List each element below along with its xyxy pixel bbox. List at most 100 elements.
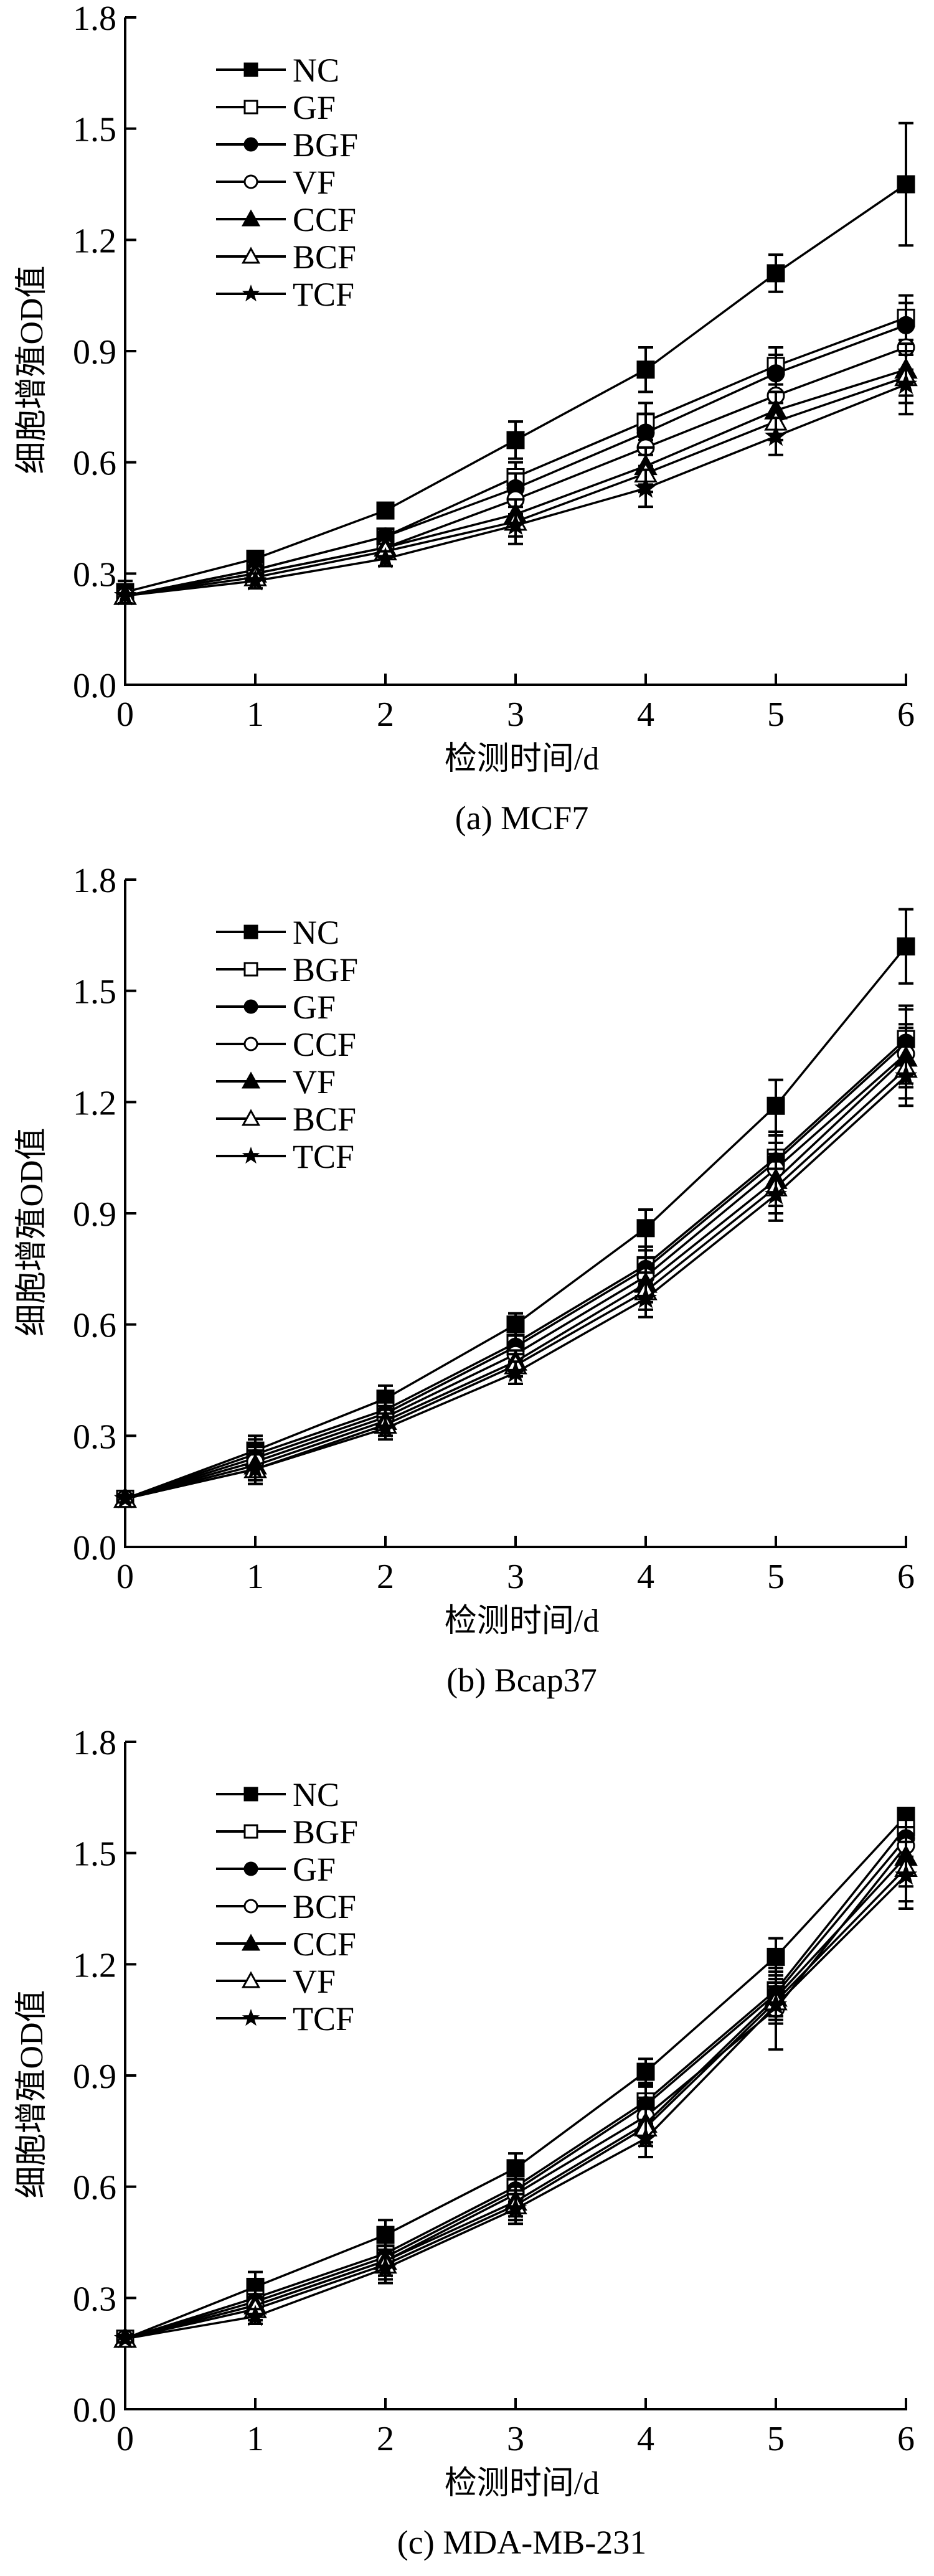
legend-marker-triangle-filled bbox=[241, 1071, 261, 1089]
legend-marker-square-filled bbox=[243, 62, 258, 77]
x-axis-title: 检测时间/d bbox=[445, 741, 599, 777]
legend-label: BGF bbox=[293, 951, 358, 989]
legend-item: TCF bbox=[216, 1138, 354, 1175]
x-tick-label: 5 bbox=[767, 695, 785, 734]
legend-marker-star-filled bbox=[242, 1147, 260, 1164]
legend-marker-square-open bbox=[243, 962, 258, 977]
y-tick-label: 1.8 bbox=[73, 0, 116, 38]
series-line bbox=[125, 1837, 907, 2340]
legend-item: NC bbox=[216, 914, 339, 951]
legend-item: CCF bbox=[216, 1925, 356, 1963]
legend-label: BGF bbox=[293, 126, 358, 164]
y-tick-label: 0.6 bbox=[73, 2169, 116, 2207]
legend-marker-circle-open bbox=[243, 1899, 258, 1914]
data-point bbox=[764, 1183, 788, 1205]
series-bgf bbox=[116, 1815, 915, 2348]
x-tick-label: 4 bbox=[637, 2420, 654, 2458]
x-tick-label: 6 bbox=[897, 2420, 915, 2458]
x-tick-label: 2 bbox=[377, 695, 394, 734]
y-tick-label: 0.6 bbox=[73, 1307, 116, 1345]
legend-item: TCF bbox=[216, 2000, 354, 2038]
y-tick-label: 0.3 bbox=[73, 1417, 116, 1456]
legend-marker-triangle-open bbox=[241, 1109, 261, 1126]
data-point bbox=[636, 360, 655, 379]
data-point bbox=[243, 569, 267, 591]
y-tick-label: 1.2 bbox=[73, 1084, 116, 1122]
x-tick-label: 6 bbox=[897, 1558, 915, 1596]
series-gf bbox=[116, 1818, 915, 2348]
legend-item: NC bbox=[216, 52, 339, 89]
x-tick-label: 3 bbox=[507, 2420, 524, 2458]
x-tick-label: 1 bbox=[247, 695, 264, 734]
x-tick-label: 1 bbox=[247, 1558, 264, 1596]
x-tick-label: 3 bbox=[507, 695, 524, 734]
series-tcf bbox=[113, 353, 918, 606]
series-line bbox=[125, 1845, 907, 2340]
legend-label: GF bbox=[293, 1851, 336, 1888]
data-point bbox=[636, 1219, 655, 1238]
legend-item: BCF bbox=[216, 238, 356, 276]
data-point bbox=[897, 937, 915, 956]
legend-marker-square-open bbox=[243, 1824, 258, 1839]
legend-item: BGF bbox=[216, 126, 358, 164]
legend-item: CCF bbox=[216, 1026, 356, 1063]
legend-marker-star-filled bbox=[242, 284, 260, 302]
x-tick-label: 4 bbox=[637, 1558, 654, 1596]
data-point bbox=[897, 175, 915, 194]
y-tick-label: 1.5 bbox=[73, 1835, 116, 1874]
y-tick-label: 0.0 bbox=[73, 2391, 116, 2430]
y-tick-label: 0.3 bbox=[73, 555, 116, 594]
y-tick-label: 1.2 bbox=[73, 1946, 116, 1985]
data-point bbox=[243, 1457, 267, 1479]
series-line bbox=[125, 1874, 907, 2340]
data-point bbox=[506, 1315, 525, 1334]
data-point bbox=[243, 2305, 267, 2326]
data-point bbox=[504, 2197, 527, 2219]
series-line bbox=[125, 1038, 907, 1500]
data-point bbox=[374, 2256, 397, 2278]
legend-item: GF bbox=[216, 89, 336, 126]
legend-label: NC bbox=[293, 914, 339, 951]
series-line bbox=[125, 1856, 907, 2340]
series-tcf bbox=[113, 1045, 918, 1508]
data-point bbox=[113, 1487, 137, 1508]
legend-label: VF bbox=[293, 164, 336, 201]
x-tick-label: 0 bbox=[116, 695, 134, 734]
legend-marker-triangle-open bbox=[241, 247, 261, 264]
panel-b: 0.0 0.3 0.6 0.9 1.2 1.5 1.8 0 1 2 3 4 5 6 检测时间/d 细胞增殖OD… bbox=[14, 862, 918, 1699]
legend-item: CCF bbox=[216, 201, 356, 238]
y-tick-label: 0.0 bbox=[73, 1529, 116, 1568]
series-line bbox=[125, 946, 907, 1500]
y-tick-label: 0.9 bbox=[73, 333, 116, 372]
data-point bbox=[634, 2127, 658, 2148]
data-point bbox=[636, 2062, 655, 2081]
legend-label: GF bbox=[293, 89, 336, 126]
x-tick-label: 6 bbox=[897, 695, 915, 734]
legend-marker-square-filled bbox=[243, 924, 258, 939]
legend-marker-square-open bbox=[243, 100, 258, 115]
y-tick-label: 1.8 bbox=[73, 1724, 116, 1762]
legend-item: BCF bbox=[216, 1101, 356, 1138]
data-point bbox=[113, 2326, 137, 2349]
x-tick-label: 5 bbox=[767, 2420, 785, 2458]
legend-label: BGF bbox=[293, 1813, 358, 1851]
panel-caption: (c) MDA-MB-231 bbox=[397, 2524, 646, 2561]
legend-marker-circle-filled bbox=[243, 137, 258, 152]
x-tick-label: 2 bbox=[377, 2420, 394, 2458]
series-bcf bbox=[116, 1818, 915, 2348]
legend-item: VF bbox=[216, 164, 336, 201]
series-bcf bbox=[113, 1038, 918, 1508]
series-vf bbox=[113, 1027, 918, 1508]
data-point bbox=[894, 372, 918, 395]
data-point bbox=[504, 1361, 527, 1383]
legend-marker-circle-filled bbox=[243, 999, 258, 1014]
data-point bbox=[376, 501, 395, 520]
legend-item: GF bbox=[216, 989, 336, 1026]
y-tick-label: 0.9 bbox=[73, 2057, 116, 2096]
legend-item: BGF bbox=[216, 1813, 358, 1851]
x-tick-label: 2 bbox=[377, 1558, 394, 1596]
legend-label: BCF bbox=[293, 1101, 356, 1138]
